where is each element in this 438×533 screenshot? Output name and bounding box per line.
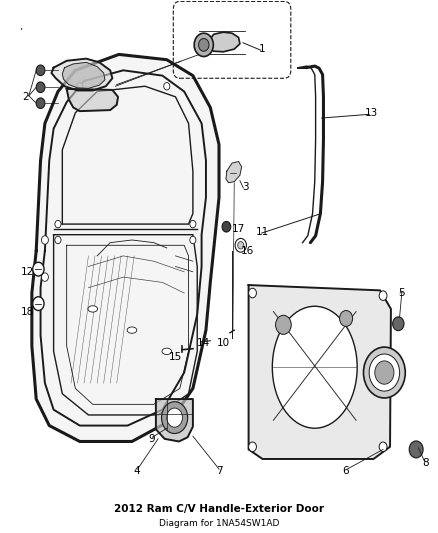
Text: 10: 10: [217, 338, 230, 349]
Circle shape: [235, 238, 247, 252]
Circle shape: [164, 83, 170, 90]
Text: 18: 18: [21, 306, 34, 317]
Polygon shape: [51, 59, 113, 91]
Circle shape: [409, 441, 423, 458]
Polygon shape: [62, 86, 193, 224]
Circle shape: [42, 273, 48, 281]
Polygon shape: [226, 161, 242, 183]
Ellipse shape: [127, 327, 137, 333]
Circle shape: [167, 408, 183, 427]
Circle shape: [77, 83, 83, 90]
Circle shape: [42, 236, 48, 244]
Text: 17: 17: [232, 224, 245, 235]
Circle shape: [249, 442, 256, 451]
Polygon shape: [32, 54, 219, 441]
Text: 15: 15: [169, 352, 182, 361]
Circle shape: [222, 221, 231, 232]
Text: 1: 1: [259, 44, 266, 54]
Circle shape: [190, 236, 196, 244]
Circle shape: [369, 354, 399, 391]
Polygon shape: [156, 399, 193, 441]
Circle shape: [36, 82, 45, 93]
Ellipse shape: [272, 306, 357, 428]
Circle shape: [379, 291, 387, 301]
Circle shape: [162, 402, 187, 433]
Text: 3: 3: [242, 182, 248, 192]
Circle shape: [249, 288, 256, 298]
Circle shape: [33, 297, 44, 311]
Circle shape: [375, 361, 394, 384]
Text: ’: ’: [19, 28, 22, 38]
Circle shape: [276, 316, 291, 334]
Circle shape: [55, 220, 61, 228]
Text: 13: 13: [365, 108, 378, 118]
Polygon shape: [208, 32, 240, 52]
Circle shape: [364, 347, 405, 398]
Text: 11: 11: [256, 227, 269, 237]
Circle shape: [379, 442, 387, 451]
Text: 8: 8: [422, 458, 429, 467]
Text: 12: 12: [21, 267, 34, 277]
Text: 16: 16: [240, 246, 254, 256]
Text: 7: 7: [215, 466, 223, 475]
Polygon shape: [62, 62, 105, 88]
Circle shape: [238, 241, 244, 249]
Text: 5: 5: [399, 288, 405, 298]
Polygon shape: [67, 89, 118, 111]
Circle shape: [339, 311, 353, 326]
Ellipse shape: [162, 348, 172, 354]
Text: Diagram for 1NA54SW1AD: Diagram for 1NA54SW1AD: [159, 519, 279, 528]
Circle shape: [198, 38, 209, 51]
Circle shape: [194, 33, 213, 56]
Ellipse shape: [88, 306, 98, 312]
Text: 14: 14: [197, 338, 210, 349]
Circle shape: [36, 65, 45, 76]
Text: 9: 9: [148, 434, 155, 444]
Circle shape: [33, 262, 44, 276]
Circle shape: [36, 98, 45, 109]
Circle shape: [190, 220, 196, 228]
Circle shape: [392, 317, 404, 330]
Polygon shape: [249, 285, 391, 459]
Text: 2: 2: [22, 92, 28, 102]
Circle shape: [55, 236, 61, 244]
Text: 2012 Ram C/V Handle-Exterior Door: 2012 Ram C/V Handle-Exterior Door: [114, 504, 324, 514]
Text: 6: 6: [342, 466, 349, 475]
Text: 4: 4: [133, 466, 140, 475]
